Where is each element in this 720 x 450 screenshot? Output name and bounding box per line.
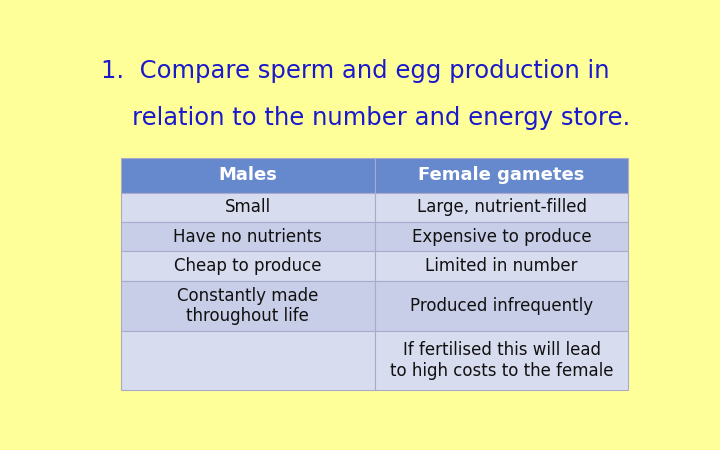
Bar: [121, 331, 374, 390]
Bar: [121, 222, 374, 252]
Text: Produced infrequently: Produced infrequently: [410, 297, 593, 315]
Bar: [121, 193, 374, 222]
Text: Large, nutrient-filled: Large, nutrient-filled: [417, 198, 587, 216]
Bar: [374, 193, 629, 222]
Text: relation to the number and energy store.: relation to the number and energy store.: [101, 106, 631, 130]
Text: 1.  Compare sperm and egg production in: 1. Compare sperm and egg production in: [101, 59, 610, 83]
Text: Limited in number: Limited in number: [426, 257, 577, 275]
Text: Males: Males: [218, 166, 277, 184]
Bar: [121, 158, 374, 193]
Bar: [374, 158, 629, 193]
Bar: [121, 281, 374, 331]
Bar: [374, 222, 629, 252]
Text: Female gametes: Female gametes: [418, 166, 585, 184]
Bar: [374, 331, 629, 390]
Text: Small: Small: [225, 198, 271, 216]
Bar: [374, 281, 629, 331]
Text: Have no nutrients: Have no nutrients: [174, 228, 322, 246]
Bar: [121, 252, 374, 281]
Text: Cheap to produce: Cheap to produce: [174, 257, 321, 275]
Text: Constantly made
throughout life: Constantly made throughout life: [177, 287, 318, 325]
Text: If fertilised this will lead
to high costs to the female: If fertilised this will lead to high cos…: [390, 342, 613, 380]
Bar: [374, 252, 629, 281]
Text: Expensive to produce: Expensive to produce: [412, 228, 591, 246]
